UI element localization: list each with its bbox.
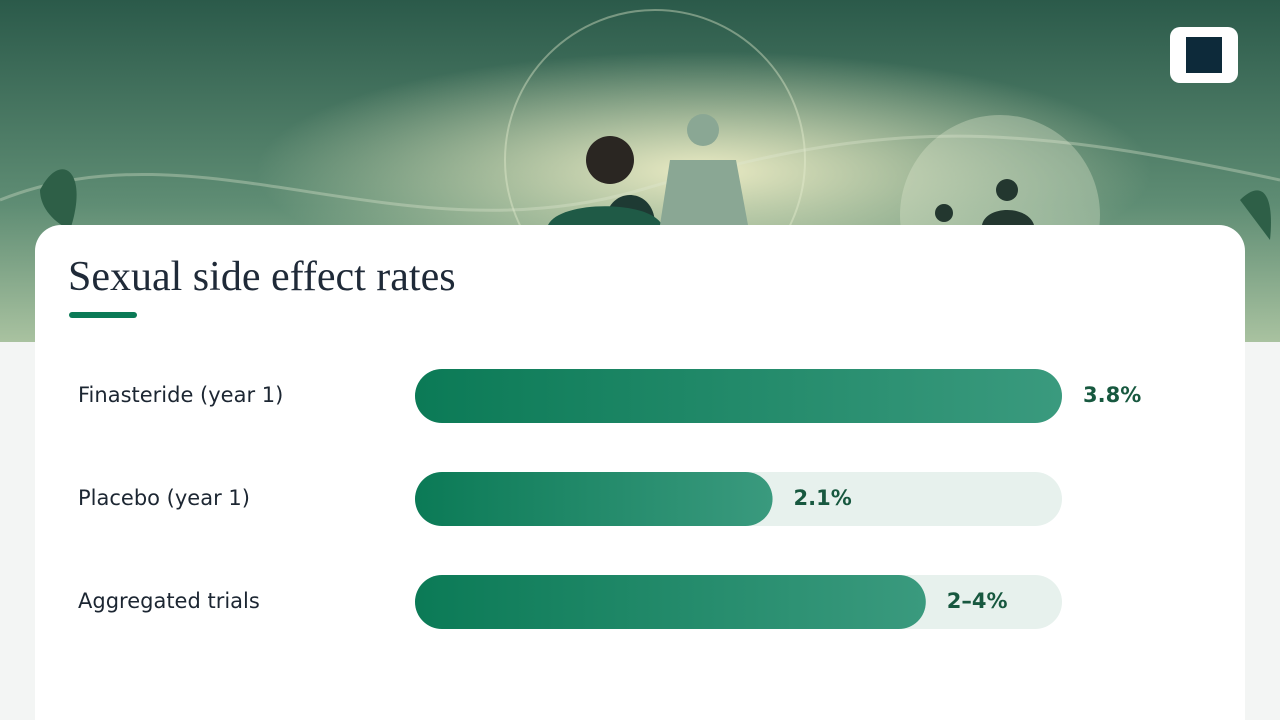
value-label: 2–4% <box>947 589 1008 613</box>
chart-title: Sexual side effect rates <box>68 254 456 300</box>
category-label: Placebo (year 1) <box>78 486 250 510</box>
title-underline <box>69 312 137 318</box>
category-label: Aggregated trials <box>78 589 260 613</box>
category-label: Finasteride (year 1) <box>78 383 283 407</box>
value-label: 2.1% <box>794 486 852 510</box>
plot: Finasteride (year 1) 3.8% Placebo (year 1)… <box>78 369 1141 629</box>
bar <box>415 369 1062 423</box>
bar <box>415 575 926 629</box>
bar <box>415 472 773 526</box>
value-label: 3.8% <box>1083 383 1141 407</box>
header-banner <box>0 0 1280 342</box>
